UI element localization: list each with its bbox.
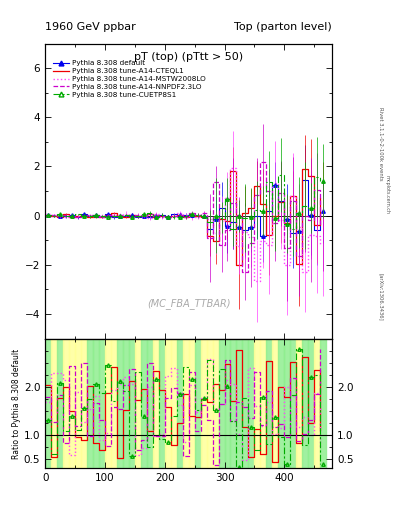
Bar <box>213 338 219 468</box>
Bar <box>57 338 63 468</box>
Text: Top (parton level): Top (parton level) <box>234 22 332 32</box>
Text: [arXiv:1306.3436]: [arXiv:1306.3436] <box>378 273 383 321</box>
Bar <box>75 338 81 468</box>
Bar <box>81 338 87 468</box>
Bar <box>248 338 254 468</box>
Bar <box>171 338 177 468</box>
Bar <box>254 338 260 468</box>
Bar <box>45 338 51 468</box>
Text: Rivet 3.1.1-0-2-100k events: Rivet 3.1.1-0-2-100k events <box>378 106 383 180</box>
Bar <box>266 338 272 468</box>
Bar <box>195 338 200 468</box>
Bar <box>69 338 75 468</box>
Bar <box>224 338 230 468</box>
Bar <box>207 338 213 468</box>
Bar <box>189 338 195 468</box>
Bar <box>272 338 278 468</box>
Bar <box>278 338 284 468</box>
Bar <box>230 338 237 468</box>
Bar <box>260 338 266 468</box>
Bar <box>290 338 296 468</box>
Bar <box>284 338 290 468</box>
Bar <box>99 338 105 468</box>
Bar <box>237 338 242 468</box>
Bar <box>105 338 111 468</box>
Bar <box>87 338 93 468</box>
Bar <box>177 338 183 468</box>
Bar <box>51 338 57 468</box>
Bar <box>308 338 314 468</box>
Text: 1960 GeV ppbar: 1960 GeV ppbar <box>45 22 136 32</box>
Bar <box>320 338 326 468</box>
Bar <box>242 338 248 468</box>
Bar <box>141 338 147 468</box>
Bar <box>93 338 99 468</box>
Bar <box>165 338 171 468</box>
Text: (MC_FBA_TTBAR): (MC_FBA_TTBAR) <box>147 298 230 309</box>
Bar <box>314 338 320 468</box>
Bar <box>219 338 224 468</box>
Bar <box>296 338 302 468</box>
Bar <box>200 338 207 468</box>
Bar <box>111 338 117 468</box>
Bar <box>159 338 165 468</box>
Bar <box>147 338 153 468</box>
Bar <box>117 338 123 468</box>
Bar <box>63 338 69 468</box>
Bar <box>135 338 141 468</box>
Bar <box>302 338 308 468</box>
Y-axis label: Ratio to Pythia 8.308 default: Ratio to Pythia 8.308 default <box>12 349 21 459</box>
Bar <box>183 338 189 468</box>
Bar <box>129 338 135 468</box>
Text: pT (top) (pTtt > 50): pT (top) (pTtt > 50) <box>134 52 243 62</box>
Legend: Pythia 8.308 default, Pythia 8.308 tune-A14-CTEQL1, Pythia 8.308 tune-A14-MSTW20: Pythia 8.308 default, Pythia 8.308 tune-… <box>51 59 207 99</box>
Bar <box>153 338 159 468</box>
Bar <box>123 338 129 468</box>
Text: mcplots.cern.ch: mcplots.cern.ch <box>384 175 389 214</box>
